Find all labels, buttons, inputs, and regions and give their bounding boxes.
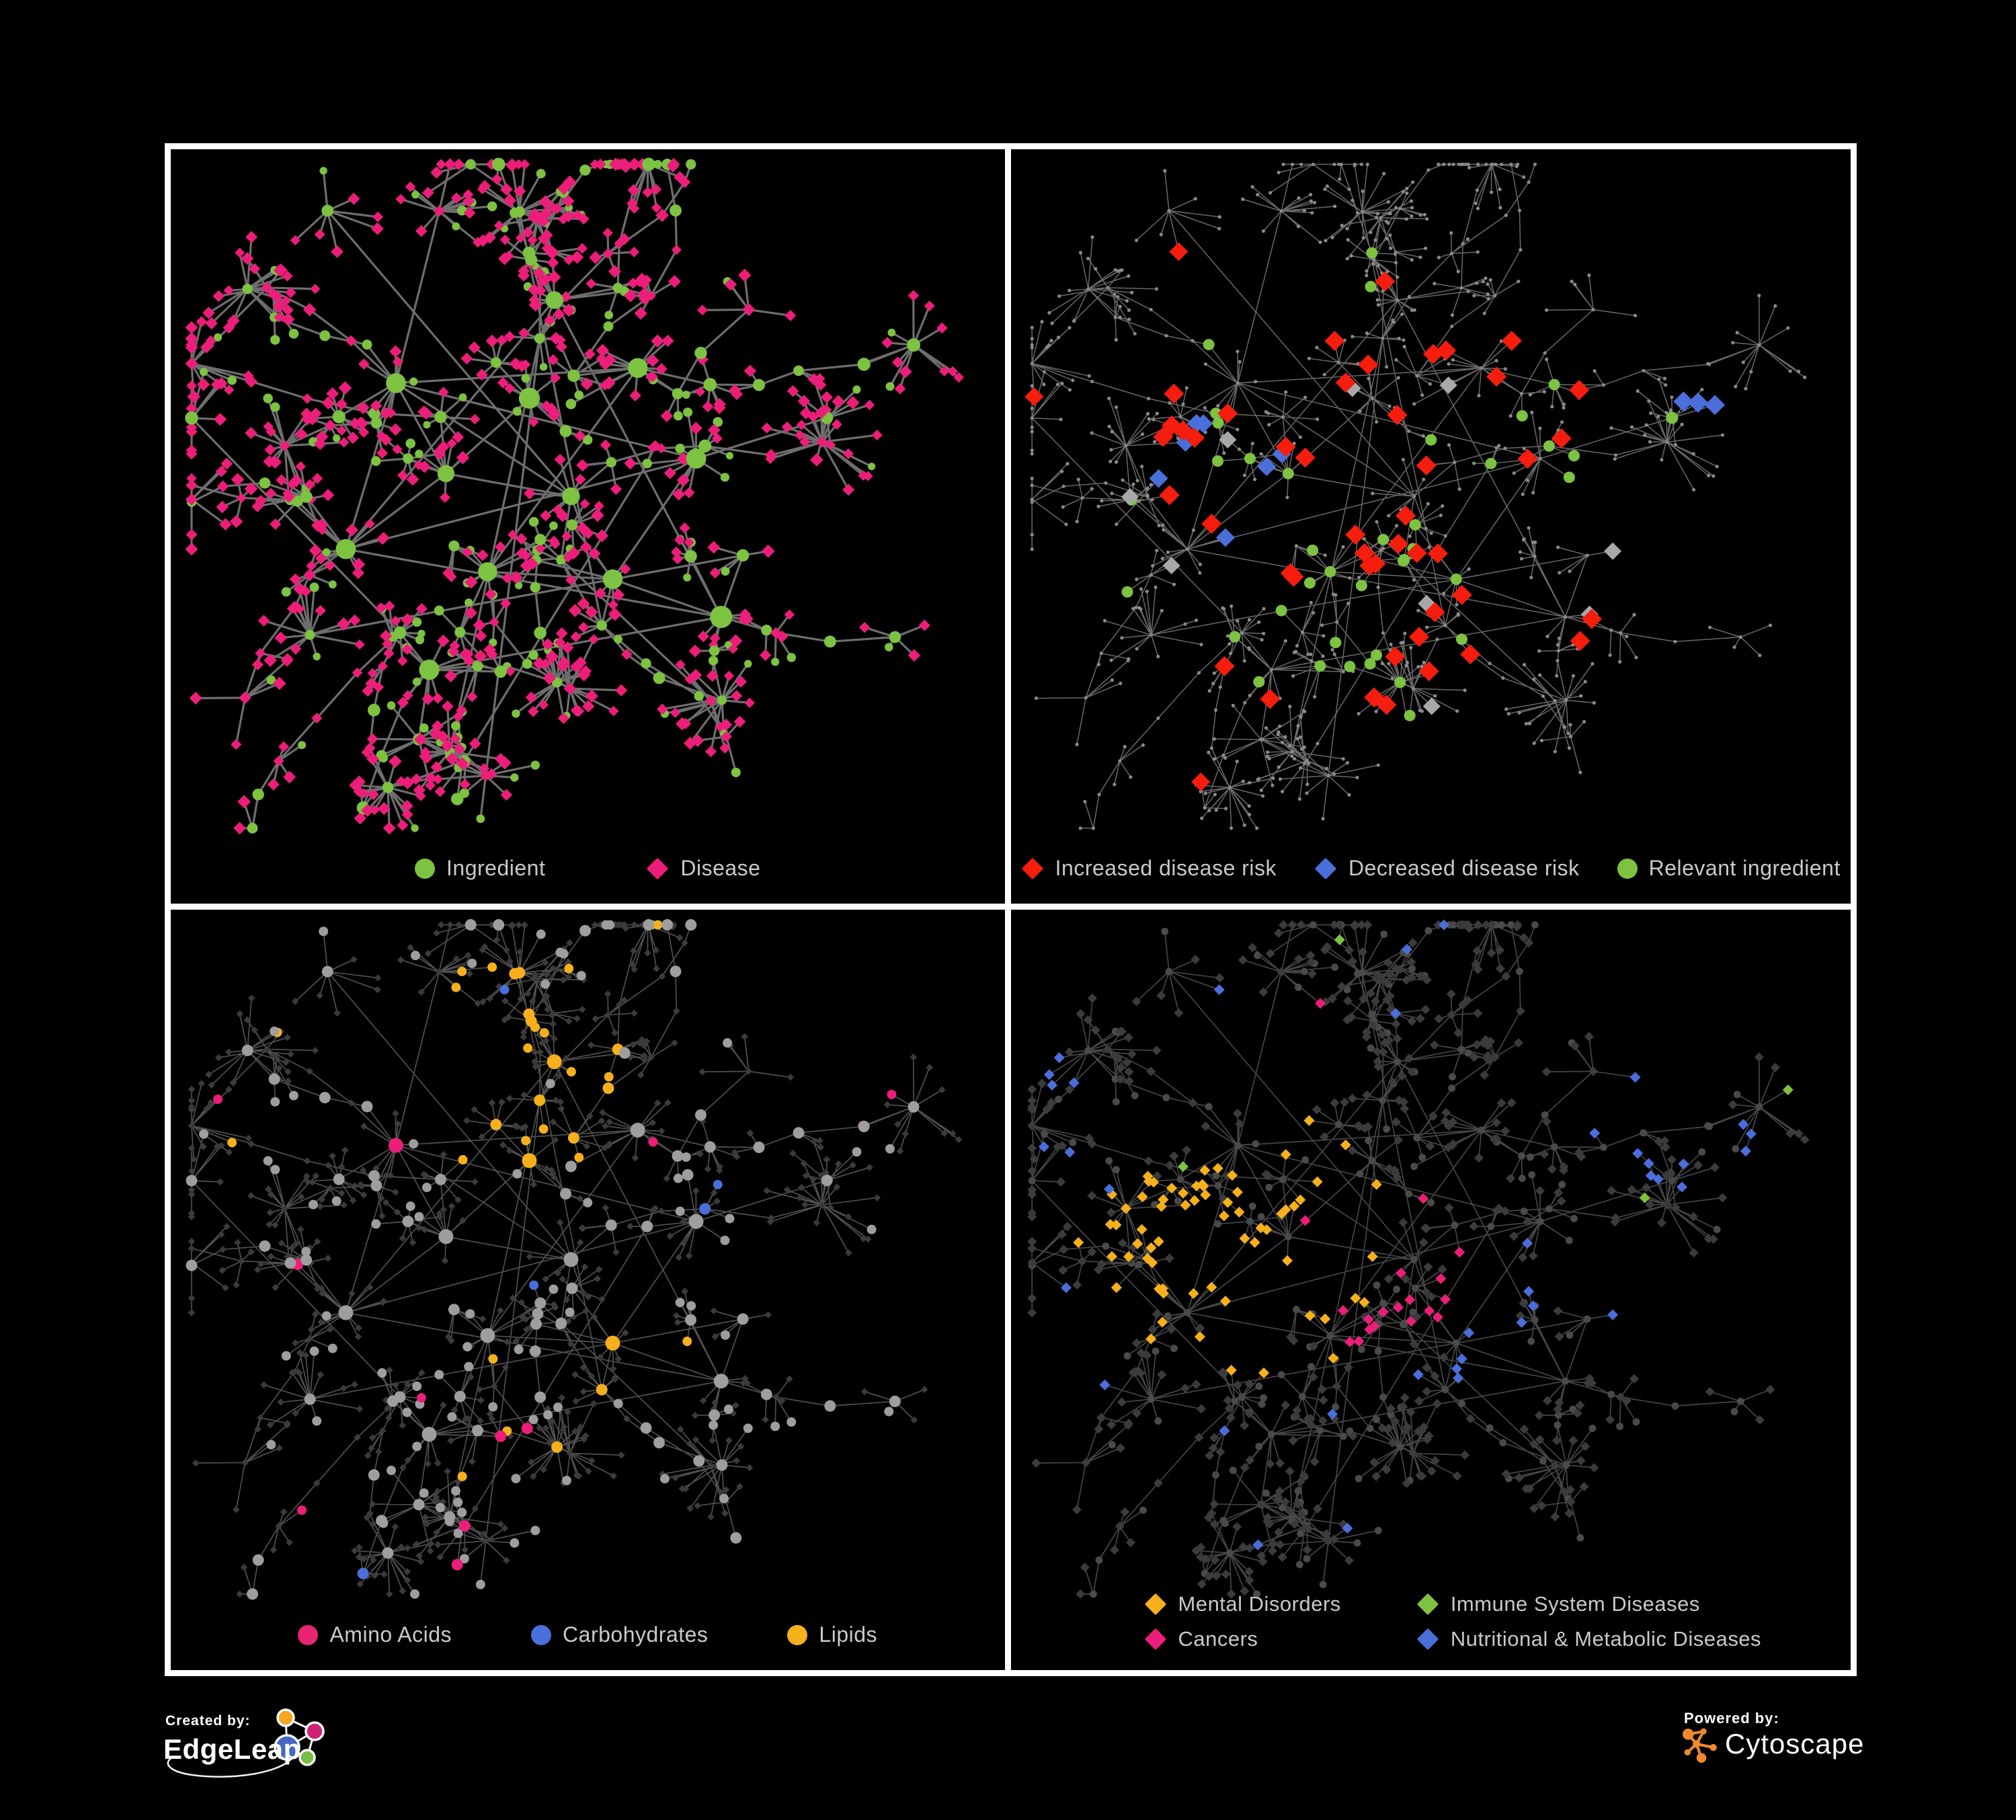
- legend-label: Amino Acids: [329, 1622, 452, 1647]
- panel-disease-classes: Mental Disorders Immune System Diseases Ca…: [1010, 910, 1851, 1670]
- diamond-marker-icon: [1021, 857, 1044, 880]
- panel-grid: Ingredient Disease Increased disease risk…: [165, 143, 1857, 1676]
- legend-item-ingredient: Ingredient: [415, 856, 545, 881]
- diamond-marker-icon: [1416, 1628, 1439, 1651]
- legend-item-disease: Disease: [646, 856, 760, 881]
- edgeleap-green-node: [298, 1749, 316, 1766]
- legend-item-amino-acids: Amino Acids: [298, 1622, 452, 1647]
- cytoscape-logo-icon: [1683, 1728, 1717, 1763]
- legend-item-decreased-disease-risk: Decreased disease risk: [1314, 856, 1580, 881]
- diamond-marker-icon: [646, 857, 669, 880]
- network-graph-ingredient-classes: [186, 919, 963, 1600]
- legend-item-lipids: Lipids: [787, 1622, 877, 1647]
- legend-disease-risk: Increased disease risk Decreased disease …: [1011, 856, 1851, 881]
- edgeleap-brand: EdgeLeap: [163, 1733, 301, 1765]
- legend-label: Disease: [680, 856, 761, 880]
- legend-item-increased-disease-risk: Increased disease risk: [1021, 856, 1277, 881]
- legend-item-cancers: Cancers: [1144, 1627, 1341, 1651]
- panel-ingredient-classes: Amino Acids Carbohydrates Lipids: [171, 910, 1011, 1670]
- circle-marker-icon: [1617, 858, 1638, 879]
- edgeleap-blue-node: [274, 1734, 300, 1761]
- circle-marker-icon: [787, 1624, 808, 1645]
- legend-item-nutritional-metabolic-diseases: Nutritional & Metabolic Diseases: [1416, 1627, 1761, 1651]
- legend-ingredient-disease: Ingredient Disease: [171, 856, 1005, 881]
- edgeleap-logo-icon: [167, 1708, 325, 1778]
- circle-marker-icon: [298, 1624, 319, 1645]
- panel-disease-risk: Increased disease risk Decreased disease …: [1010, 149, 1851, 910]
- legend-item-mental-disorders: Mental Disorders: [1144, 1592, 1341, 1616]
- legend-ingredient-classes: Amino Acids Carbohydrates Lipids: [171, 1622, 1005, 1647]
- network-graph-disease-risk: [1024, 162, 1806, 830]
- circle-marker-icon: [531, 1624, 552, 1645]
- diamond-marker-icon: [1416, 1593, 1439, 1616]
- legend-label: Decreased disease risk: [1348, 856, 1580, 880]
- legend-label: Immune System Diseases: [1450, 1592, 1700, 1616]
- legend-disease-classes: Mental Disorders Immune System Diseases Ca…: [1144, 1592, 1762, 1651]
- edgeleap-magenta-node: [305, 1721, 325, 1741]
- circle-marker-icon: [415, 858, 436, 879]
- cytoscape-brand: Cytoscape: [1725, 1728, 1865, 1759]
- edgeleap-orange-node: [276, 1708, 295, 1727]
- legend-item-immune-system-diseases: Immune System Diseases: [1416, 1592, 1761, 1616]
- diamond-marker-icon: [1314, 857, 1337, 880]
- network-graph-ingredient-disease: [185, 157, 965, 835]
- legend-item-carbohydrates: Carbohydrates: [531, 1622, 708, 1647]
- legend-label: Carbohydrates: [563, 1622, 709, 1647]
- powered-by-label: Powered by:: [1684, 1710, 1779, 1727]
- legend-label: Relevant ingredient: [1648, 856, 1841, 880]
- diamond-marker-icon: [1144, 1628, 1167, 1651]
- panel-ingredient-disease: Ingredient Disease: [171, 149, 1011, 910]
- network-graph-disease-classes: [1026, 919, 1810, 1599]
- legend-label: Increased disease risk: [1055, 856, 1277, 880]
- diamond-marker-icon: [1144, 1593, 1167, 1616]
- legend-label: Ingredient: [446, 856, 546, 880]
- created-by-label: Created by:: [165, 1713, 251, 1729]
- legend-item-relevant-ingredient: Relevant ingredient: [1617, 856, 1841, 881]
- legend-label: Nutritional & Metabolic Diseases: [1450, 1627, 1762, 1651]
- legend-label: Lipids: [819, 1622, 878, 1647]
- legend-label: Cancers: [1178, 1627, 1258, 1651]
- legend-label: Mental Disorders: [1178, 1592, 1341, 1616]
